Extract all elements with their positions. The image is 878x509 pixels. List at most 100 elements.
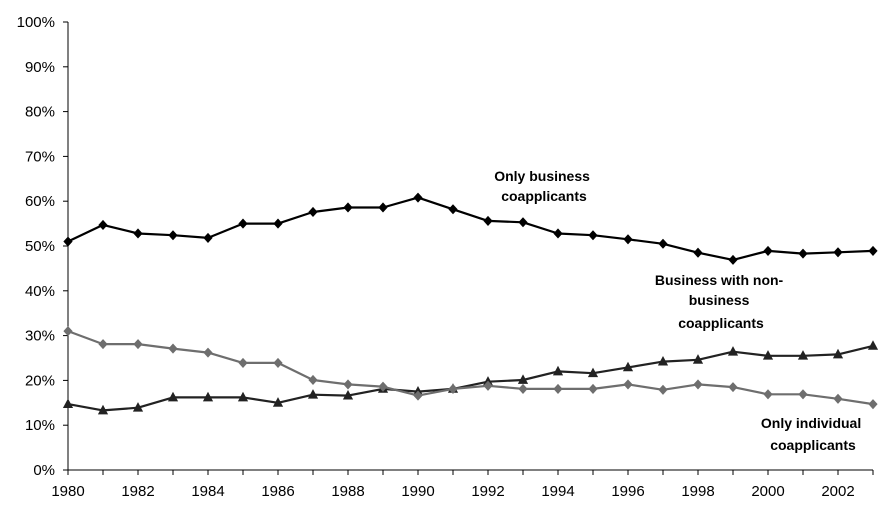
series-line	[67, 196, 874, 261]
data-point	[413, 192, 423, 203]
data-point	[693, 247, 703, 258]
data-point	[553, 383, 563, 394]
x-tick-label: 1998	[681, 483, 714, 500]
data-point	[797, 350, 809, 360]
data-point	[483, 380, 493, 391]
y-tick-label: 70%	[25, 148, 55, 165]
label-only-individual-line-2: coapplicants	[770, 437, 856, 453]
data-point	[308, 206, 318, 217]
data-point	[518, 217, 528, 228]
y-tick-label: 100%	[17, 14, 55, 31]
data-point	[658, 384, 668, 395]
data-point	[623, 234, 633, 245]
data-point	[132, 402, 144, 412]
y-tick-label: 20%	[25, 372, 55, 389]
y-tick-label: 90%	[25, 59, 55, 76]
label-only-individual: Only individual coapplicants	[761, 415, 865, 453]
data-point	[517, 374, 529, 384]
x-tick-label: 1988	[331, 483, 364, 500]
label-only-business-line-2: coapplicants	[501, 188, 587, 204]
data-point	[867, 340, 878, 350]
data-point	[727, 346, 739, 356]
data-point	[868, 399, 878, 410]
x-tick-label: 1986	[261, 483, 294, 500]
data-point	[63, 326, 73, 337]
data-point	[307, 389, 319, 399]
data-point	[868, 245, 878, 256]
x-tick-label: 1994	[541, 483, 574, 500]
data-point	[833, 393, 843, 404]
data-point	[378, 381, 388, 392]
data-point	[798, 389, 808, 400]
data-point	[62, 398, 74, 409]
data-point	[588, 383, 598, 394]
data-point	[587, 367, 599, 378]
data-point	[98, 219, 108, 230]
data-point	[203, 232, 213, 243]
data-point	[657, 355, 669, 366]
data-point	[448, 383, 458, 394]
data-point	[658, 238, 668, 249]
data-point	[588, 230, 598, 241]
data-point	[448, 204, 458, 215]
data-point	[553, 228, 563, 239]
data-point	[342, 389, 354, 400]
x-tick-label: 2000	[751, 483, 784, 500]
label-business-with-non-business-line-3: coapplicants	[678, 315, 764, 331]
series-business-with-non-business	[62, 340, 878, 415]
x-tick-label: 1996	[611, 483, 644, 500]
data-point	[378, 202, 388, 213]
y-tick-label: 0%	[33, 462, 55, 479]
label-business-with-non-business-line-1: Business with non-	[655, 272, 784, 288]
series-line	[67, 330, 874, 406]
data-point	[273, 218, 283, 229]
y-tick-label: 50%	[25, 238, 55, 255]
data-point	[308, 374, 318, 385]
series-only-business	[63, 192, 878, 265]
data-point	[763, 245, 773, 256]
y-tick-label: 60%	[25, 193, 55, 210]
y-tick-label: 10%	[25, 417, 55, 434]
x-tick-label: 1980	[51, 483, 84, 500]
data-point	[238, 357, 248, 368]
data-point	[203, 347, 213, 358]
data-point	[518, 383, 528, 394]
y-tick-label: 80%	[25, 104, 55, 121]
data-point	[728, 382, 738, 393]
data-point	[238, 218, 248, 229]
series-line	[67, 344, 874, 412]
x-tick-label: 1992	[471, 483, 504, 500]
data-point	[272, 397, 284, 407]
data-point	[413, 390, 423, 401]
data-point	[343, 379, 353, 390]
x-axis: 1980 1982 1984 1986 1988 1990 1992 1994 1996 1998…	[51, 469, 874, 500]
label-business-with-non-business: Business with non- business coapplicants	[655, 272, 787, 331]
data-point	[798, 248, 808, 259]
data-point	[168, 230, 178, 241]
data-point	[98, 339, 108, 350]
y-axis: 0% 10% 20% 30% 40% 50% 60% 70% 80% 90% 100%	[17, 14, 69, 479]
y-tick-label: 40%	[25, 283, 55, 300]
data-point	[133, 228, 143, 239]
data-point	[692, 354, 704, 364]
data-point	[133, 339, 143, 350]
data-point	[97, 404, 109, 415]
x-tick-label: 1984	[191, 483, 224, 500]
data-point	[763, 389, 773, 400]
x-tick-label: 2002	[821, 483, 854, 500]
data-point	[343, 202, 353, 213]
x-tick-label: 1990	[401, 483, 434, 500]
data-point	[168, 343, 178, 354]
label-only-business-line-1: Only business	[494, 168, 590, 184]
series-layer	[62, 192, 878, 415]
series-only-individual	[63, 326, 878, 410]
data-point	[237, 391, 249, 402]
data-point	[552, 365, 564, 376]
data-point	[762, 350, 774, 360]
data-point	[273, 357, 283, 368]
data-point	[833, 247, 843, 258]
label-only-business: Only business coapplicants	[494, 168, 594, 204]
label-only-individual-line-1: Only individual	[761, 415, 861, 431]
data-point	[63, 236, 73, 247]
